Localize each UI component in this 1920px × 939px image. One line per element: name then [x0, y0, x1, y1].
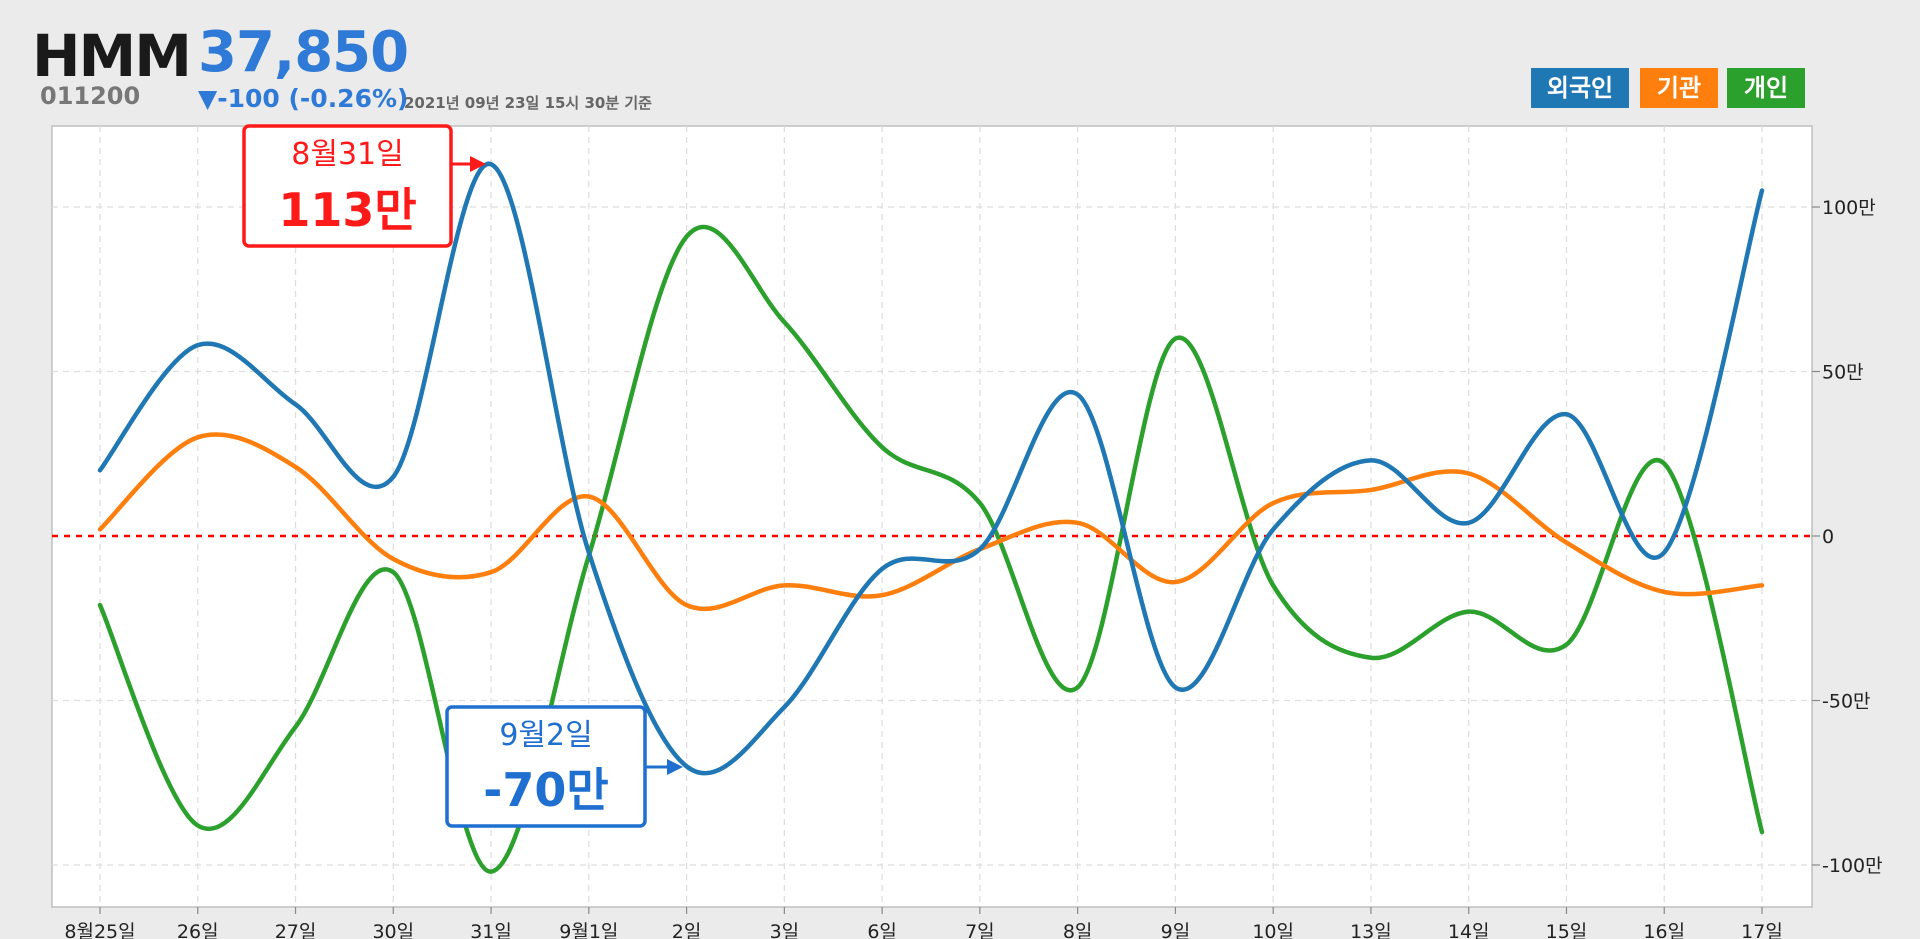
legend-institution: 기관	[1640, 68, 1718, 108]
y-tick-label: -50만	[1822, 691, 1871, 713]
y-tick-label: -100만	[1822, 855, 1883, 877]
x-tick-label: 8일	[1063, 921, 1093, 939]
x-tick-label: 15일	[1546, 921, 1588, 939]
x-tick-label: 7일	[965, 921, 995, 939]
y-tick-label: 100만	[1822, 197, 1876, 219]
x-tick-label: 8월25일	[64, 921, 135, 939]
annotation-box	[242, 124, 453, 248]
legend-individual: 개인	[1727, 68, 1805, 108]
y-tick-label: 0	[1822, 526, 1834, 548]
stock-price: 37,850	[198, 20, 409, 85]
annotation-value: -70만	[483, 763, 608, 817]
x-tick-label: 10일	[1252, 921, 1294, 939]
x-tick-label: 30일	[372, 921, 414, 939]
as-of-timestamp: 2021년 09년 23일 15시 30분 기준	[404, 94, 652, 112]
series-line-individual	[97, 224, 1765, 874]
x-tick-label: 14일	[1448, 921, 1490, 939]
y-tick-label: 50만	[1822, 362, 1864, 384]
x-tick-label: 26일	[177, 921, 219, 939]
price-change: ▼-100 (-0.26%)	[198, 84, 409, 113]
annotation-date: 8월31일	[291, 137, 403, 172]
x-tick-label: 9월1일	[559, 921, 618, 939]
annotation-min: 9월2일 -70만	[445, 705, 683, 828]
x-tick-label: 3일	[770, 921, 800, 939]
annotation-max: 8월31일 113만	[242, 124, 486, 248]
x-tick-label: 31일	[470, 921, 512, 939]
legend-foreign: 외국인	[1531, 68, 1629, 108]
series-line-foreign	[97, 161, 1765, 776]
stock-code: 011200	[40, 82, 141, 110]
annotation-arrow-head	[667, 759, 683, 775]
annotation-date: 9월2일	[499, 718, 592, 753]
series-line-institution	[97, 432, 1765, 612]
ticker-name: HMM	[32, 22, 192, 90]
x-tick-label: 2일	[672, 921, 702, 939]
x-tick-label: 16일	[1643, 921, 1685, 939]
x-tick-label: 27일	[275, 921, 317, 939]
x-tick-label: 9일	[1161, 921, 1191, 939]
x-tick-label: 17일	[1741, 921, 1783, 939]
annotation-arrow-head	[470, 156, 486, 172]
x-tick-label: 13일	[1350, 921, 1392, 939]
annotation-value: 113만	[278, 183, 416, 237]
x-tick-label: 6일	[867, 921, 897, 939]
